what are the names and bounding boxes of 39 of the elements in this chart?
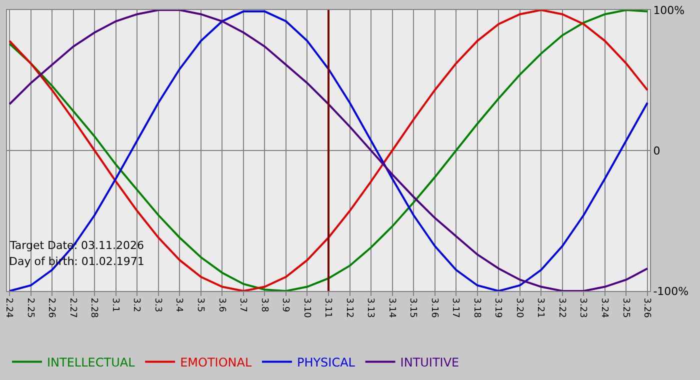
x-tick-label: 3.7 (238, 298, 248, 312)
x-tick-label: 3.15 (408, 298, 418, 318)
y-tick-label: 0 (653, 144, 660, 158)
x-tick-label: 2.25 (24, 298, 35, 318)
x-tick-label: 3.22 (556, 298, 566, 318)
legend-label: INTELLECTUAL (47, 355, 136, 370)
legend-label: INTUITIVE (400, 355, 460, 370)
x-tick-label: 3.1 (110, 298, 120, 312)
x-tick-label: 3.9 (280, 298, 290, 312)
x-tick-label: 3.20 (514, 298, 524, 318)
x-tick-label: 3.16 (428, 298, 439, 318)
legend-label: PHYSICAL (296, 355, 356, 370)
legend-label: EMOTIONAL (180, 355, 252, 370)
x-tick-label: 2.24 (4, 298, 14, 318)
x-tick-label: 3.12 (344, 298, 354, 318)
y-tick-label: 100% (653, 4, 685, 17)
x-tick-label: 3.8 (258, 298, 269, 312)
x-tick-label: 3.11 (322, 298, 333, 318)
x-tick-label: 3.6 (216, 298, 226, 312)
x-tick-label: 2.28 (88, 298, 99, 318)
x-tick-label: 3.19 (492, 298, 503, 318)
x-tick-label: 3.25 (620, 298, 630, 318)
x-tick-label: 3.2 (131, 298, 142, 312)
x-tick-label: 3.14 (386, 298, 396, 318)
x-tick-label: 3.21 (535, 298, 546, 318)
x-tick-label: 3.18 (471, 298, 482, 318)
line-series (8, 10, 648, 291)
x-tick-label: 3.26 (642, 298, 652, 318)
x-tick-label: 2.27 (67, 298, 78, 318)
y-tick-label: -100% (653, 284, 689, 298)
x-tick-label: 3.4 (174, 298, 184, 312)
x-tick-label: 3.17 (450, 298, 460, 318)
x-tick-label: 3.24 (598, 298, 609, 318)
x-tick-label: 2.26 (46, 298, 56, 318)
x-tick-label: 3.3 (152, 298, 162, 312)
x-tick-label: 3.5 (194, 298, 205, 312)
x-tick-label: 3.13 (365, 298, 376, 318)
x-tick-label: 3.10 (301, 298, 312, 318)
x-tick-label: 3.23 (578, 298, 588, 318)
